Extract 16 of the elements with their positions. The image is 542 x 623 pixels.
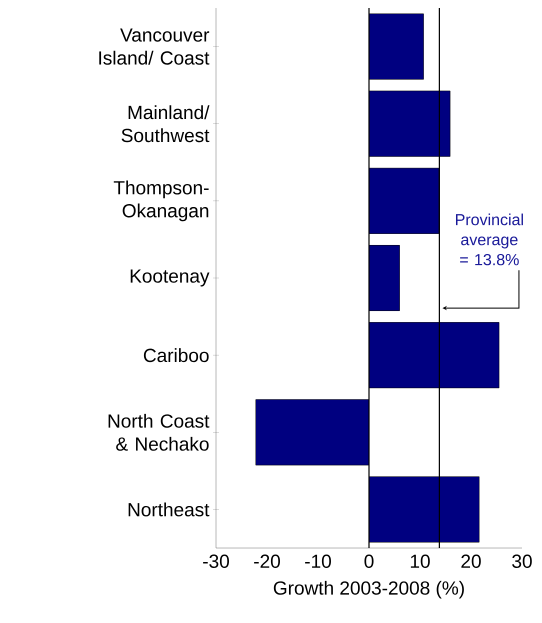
y-tick-label: North Coast & Nechako — [108, 414, 210, 451]
y-tick-label: Vancouver Island/ Coast — [99, 28, 210, 65]
y-tick-label: Cariboo — [144, 348, 209, 362]
x-tick-label: 30 — [512, 554, 532, 568]
x-tick-label: 0 — [364, 554, 374, 568]
x-tick-label: -20 — [254, 554, 280, 568]
y-tick-label: Northeast — [128, 502, 210, 516]
x-tick-label: -10 — [305, 554, 331, 568]
x-tick-label: 10 — [410, 554, 430, 568]
x-tick-label: 20 — [461, 554, 481, 568]
ref-line-label: Provincial average = 13.8% — [456, 214, 523, 266]
y-tick-label: Thompson- Okanagan — [114, 180, 209, 222]
x-tick-label: -30 — [203, 554, 229, 568]
y-tick-label: Kootenay — [130, 269, 210, 287]
y-tick-label: Mainland/ Southwest — [122, 105, 210, 142]
x-axis-title: Growth 2003-2008 (%) — [274, 580, 464, 599]
